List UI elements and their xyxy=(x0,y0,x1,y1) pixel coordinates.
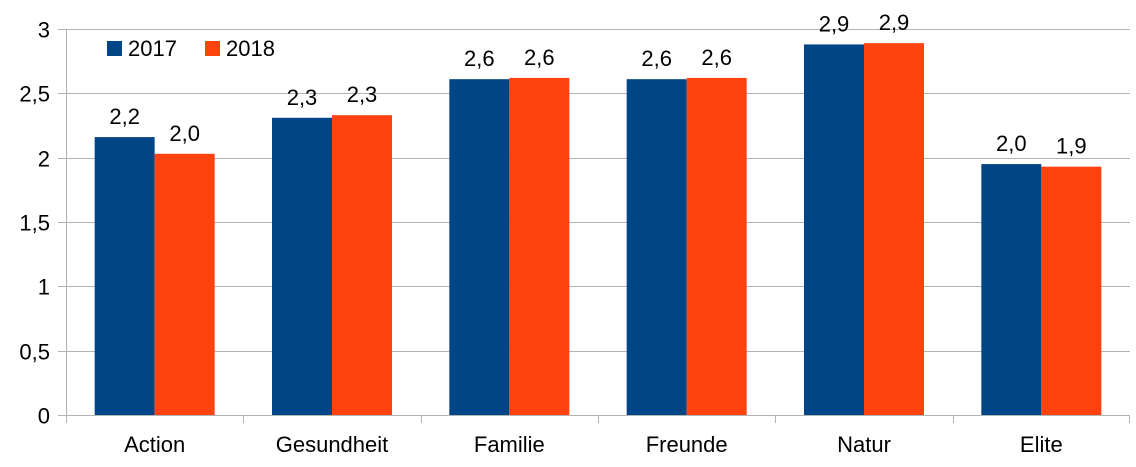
legend-label: 2017 xyxy=(128,36,177,61)
bar-2018-elite xyxy=(1041,166,1102,415)
legend-label: 2018 xyxy=(226,36,275,61)
data-label: 2,6 xyxy=(701,45,732,70)
x-tick-label: Elite xyxy=(1020,432,1063,457)
legend-swatch-2017 xyxy=(107,41,122,56)
y-axis-ticks: 0 0,5 1 1,5 2 2,5 3 xyxy=(19,18,50,429)
y-tick-label: 1,5 xyxy=(19,211,50,236)
data-label: 2,6 xyxy=(524,45,555,70)
x-tick-label: Action xyxy=(124,432,185,457)
data-label: 2,3 xyxy=(347,82,378,107)
bar-2017-elite xyxy=(981,164,1042,415)
bar-2017-freunde xyxy=(626,79,687,416)
data-label: 2,6 xyxy=(464,46,495,71)
data-label: 2,2 xyxy=(109,104,140,129)
bars xyxy=(94,43,1102,416)
bar-2018-freunde xyxy=(686,77,747,415)
legend: 2017 2018 xyxy=(107,36,275,61)
y-tick-label: 0,5 xyxy=(19,340,50,365)
bar-2017-gesundheit xyxy=(272,117,332,415)
y-tick-label: 2,5 xyxy=(19,82,50,107)
y-tick-label: 0 xyxy=(38,404,50,429)
y-tick-label: 1 xyxy=(38,275,50,300)
data-label: 2,9 xyxy=(819,11,850,36)
x-axis: Action Gesundheit Familie Freunde Natur Elite xyxy=(66,29,1130,457)
data-labels: 2,2 2,0 2,3 2,3 2,6 2,6 2,6 2,6 2,9 2,9 2,0 1,9 xyxy=(109,10,1086,159)
bar-2017-action xyxy=(94,137,155,415)
bar-2018-action xyxy=(154,153,215,415)
bar-2017-familie xyxy=(449,79,510,416)
legend-swatch-2018 xyxy=(205,41,220,56)
data-label: 2,6 xyxy=(641,46,672,71)
data-label: 2,0 xyxy=(996,131,1027,156)
x-tick-label: Familie xyxy=(474,432,545,457)
bar-2018-familie xyxy=(509,77,570,415)
bar-2018-gesundheit xyxy=(332,115,392,415)
y-tick-label: 3 xyxy=(38,18,50,43)
x-tick-label: Gesundheit xyxy=(276,432,389,457)
data-label: 2,9 xyxy=(879,10,910,35)
x-tick-label: Natur xyxy=(837,432,891,457)
bar-2018-natur xyxy=(864,43,924,416)
data-label: 2,3 xyxy=(287,85,318,110)
data-label: 1,9 xyxy=(1056,134,1087,159)
bar-2017-natur xyxy=(804,44,864,415)
x-tick-label: Freunde xyxy=(646,432,728,457)
data-label: 2,0 xyxy=(169,121,200,146)
gridlines xyxy=(58,29,1130,416)
y-tick-label: 2 xyxy=(38,147,50,172)
